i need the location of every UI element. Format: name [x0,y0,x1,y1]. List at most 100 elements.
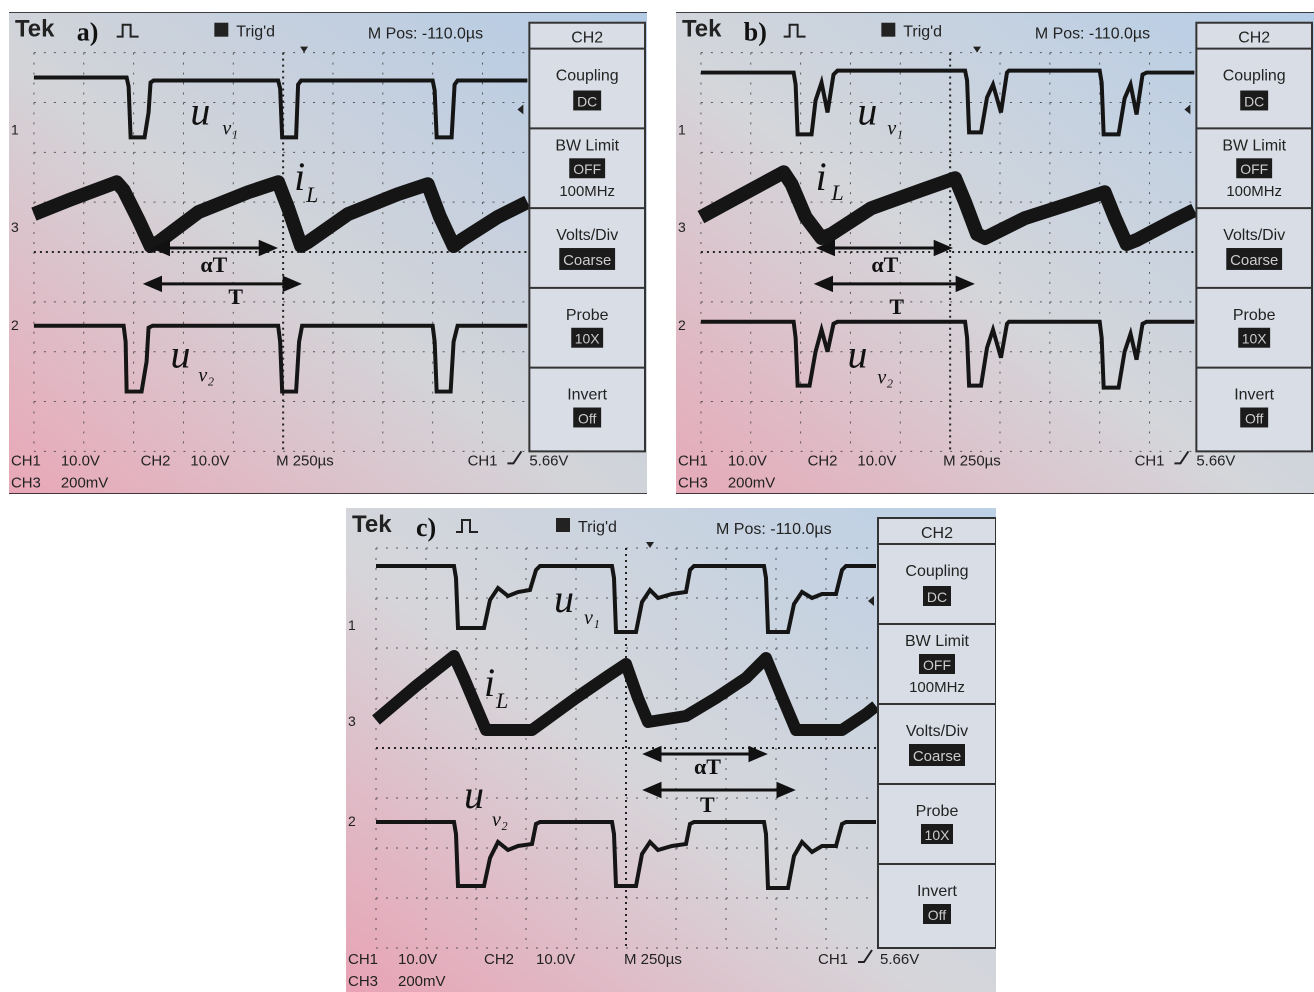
bw-limit-value: OFF [923,657,951,673]
period-arrow [813,275,975,293]
coupling-value: DC [577,93,597,109]
scope-screen: Tek a) Trig'd M Pos: -110.0µs 1 3 2 u v₁… [9,12,647,494]
probe-value: 10X [575,331,600,347]
ch2-label: CH2 [484,951,514,968]
alphaT-arrow [150,239,278,257]
trigger-slope-icon [1174,450,1190,465]
bw-limit-label: BW Limit [555,137,619,154]
trigger-status-icon [881,22,896,37]
menu-bw-limit-button[interactable]: BW Limit OFF 100MHz [1222,137,1286,200]
il-trace [31,175,531,253]
coupling-label: Coupling [905,563,968,580]
menu-coupling-button[interactable]: Coupling DC [905,563,969,606]
menu-coupling-button[interactable]: Coupling DC [1223,68,1286,111]
menu-coupling-button[interactable]: Coupling DC [556,68,619,111]
coupling-value-box [1240,90,1269,111]
coupling-label: Coupling [556,68,619,85]
side-menu-dividers [1196,47,1313,369]
ch1-scale: 10.0V [398,951,437,968]
volts-div-value-box [909,744,965,766]
trigger-status: Trig'd [236,24,275,41]
uv2-label: u [847,332,867,377]
bw-limit-value-box [1236,158,1273,179]
uv2-label-sub: v₂ [492,809,508,831]
menu-volts-div-button[interactable]: Volts/Div Coarse [906,723,968,766]
period-label: T [228,284,243,309]
volts-div-label: Volts/Div [556,227,618,244]
uv1-label-sub: v₁ [222,117,238,139]
alphaT-arrow [815,239,953,257]
ch2-label: CH2 [808,452,838,469]
menu-probe-button[interactable]: Probe 10X [566,307,609,348]
ch2-marker: 2 [678,317,686,333]
ch3-marker: 3 [678,219,686,235]
period-arrow [642,781,796,799]
uv1-trace [700,68,1195,137]
trigger-edge-icon [116,23,139,38]
invert-value: Off [578,410,596,426]
uv1-trace [376,564,876,634]
menu-bw-limit-button[interactable]: BW Limit OFF 100MHz [905,633,970,696]
il-label: i [816,154,827,199]
uv1-label-sub: v₁ [584,607,600,629]
bw-limit-value: OFF [1240,161,1268,177]
ch2-scale: 10.0V [857,452,896,469]
menu-invert-button[interactable]: Invert Off [567,387,608,428]
bw-limit-frequency: 100MHz [1226,183,1282,200]
probe-value-box [921,824,953,844]
ch1-label: CH1 [348,951,378,968]
volts-div-value: Coarse [563,252,611,269]
volts-div-value: Coarse [913,748,961,765]
menu-channel: CH2 [1238,30,1270,47]
probe-label: Probe [566,307,609,324]
uv2-label-sub: v₂ [877,367,893,389]
invert-value-box [573,407,602,428]
ch3-marker: 3 [348,713,356,729]
bw-limit-value: OFF [573,161,601,177]
il-trace [697,165,1198,252]
probe-label: Probe [1233,307,1276,324]
graticule-center [700,52,1195,452]
trigger-level-icon [1184,104,1191,115]
menu-volts-div-button[interactable]: Volts/Div Coarse [556,227,618,270]
panel-letter: b) [744,18,767,47]
ch1-label: CH1 [678,452,708,469]
menu-invert-button[interactable]: Invert Off [917,883,958,924]
scope-screen: Tek c) Trig'd M Pos: -110.0µs 1 3 2 u v₁… [346,508,996,992]
bw-limit-frequency: 100MHz [559,183,615,200]
volts-div-label: Volts/Div [906,723,968,740]
horizontal-position: M Pos: -110.0µs [368,26,483,43]
il-label: i [294,154,305,199]
trigger-position-icon [646,542,654,548]
invert-value-box [1240,407,1269,428]
ch1-marker: 1 [11,121,19,137]
volts-div-value-box [559,248,616,270]
il-label-sub: L [831,180,844,205]
trigger-slope-icon [858,949,873,963]
volts-div-value-box [1226,248,1283,270]
horizontal-position: M Pos: -110.0µs [716,521,832,538]
ch1-scale: 10.0V [61,452,100,469]
menu-volts-div-button[interactable]: Volts/Div Coarse [1223,227,1285,270]
ch1-scale: 10.0V [728,452,767,469]
timebase: M 250µs [943,452,1001,469]
brand-label: Tek [352,511,392,538]
menu-probe-button[interactable]: Probe 10X [916,803,959,844]
trigger-status: Trig'd [903,24,942,41]
invert-value-box [923,904,951,924]
menu-probe-button[interactable]: Probe 10X [1233,307,1276,348]
uv2-label: u [170,332,190,377]
menu-invert-button[interactable]: Invert Off [1234,387,1275,428]
trigger-source: CH1 [1135,452,1165,469]
panel-letter: a) [77,18,99,47]
coupling-value: DC [1244,93,1264,109]
ch1-marker: 1 [678,121,686,137]
il-label: i [484,660,495,705]
uv1-label: u [857,88,877,133]
uv2-trace [376,820,876,890]
trigger-slope-icon [507,450,523,465]
trigger-position-icon [300,46,309,53]
menu-bw-limit-button[interactable]: BW Limit OFF 100MHz [555,137,619,200]
oscilloscope-panel-c: Tek c) Trig'd M Pos: -110.0µs 1 3 2 u v₁… [346,508,996,992]
uv1-label: u [190,88,210,133]
